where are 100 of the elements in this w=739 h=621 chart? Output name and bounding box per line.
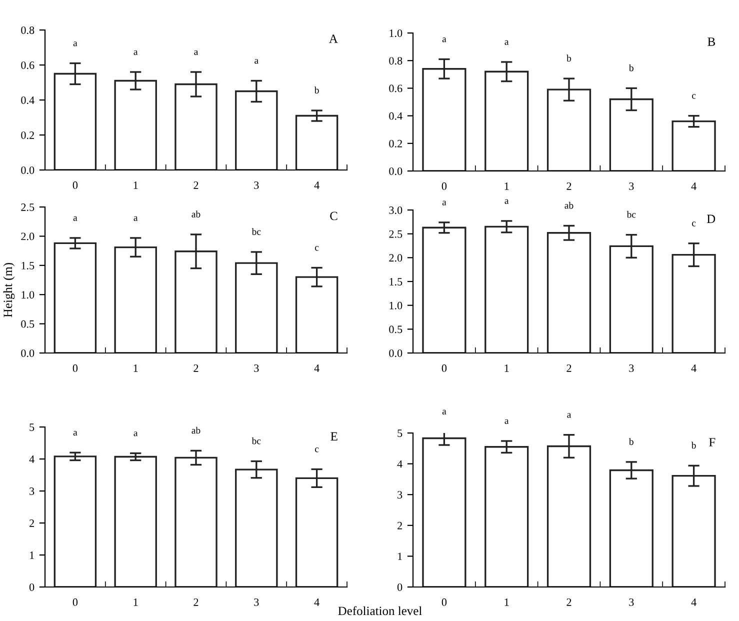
chart-title: E — [330, 432, 338, 440]
text: a — [567, 413, 572, 418]
annotation: a — [134, 50, 138, 55]
annotation: a — [73, 430, 78, 436]
y-tick-label: 0.8 — [21, 26, 34, 34]
x-tick-label: 1 — [134, 364, 138, 372]
bar — [114, 456, 157, 587]
x-tick-label: 1 — [504, 182, 509, 190]
x-tick-label: 4 — [314, 364, 320, 372]
annotation: b — [314, 86, 319, 94]
x-tick-label: 3 — [629, 364, 634, 372]
x-axis-title: Defoliation level — [338, 606, 422, 616]
y-tick-label: 3.0 — [389, 206, 402, 214]
y-tick-label: 0 — [29, 583, 34, 591]
y-tick-label: 1.5 — [22, 262, 34, 270]
annotation: c — [692, 94, 696, 99]
annotation: a — [73, 42, 78, 46]
annotation: ab — [192, 426, 200, 434]
y-tick-label: 0.2 — [389, 140, 402, 148]
x-tick-label: 1 — [134, 181, 138, 189]
y-tick-label: 2.5 — [21, 203, 34, 212]
x-tick-label: 2 — [566, 598, 572, 606]
x-tick-label: 3 — [254, 181, 259, 189]
annotation: bc — [252, 437, 261, 444]
annotation: a — [442, 38, 446, 42]
y-tick-label: 0.2 — [21, 131, 34, 140]
y-axis-title: Height (m) — [3, 262, 15, 318]
text: a — [442, 200, 446, 206]
y-tick-label: 0 — [397, 583, 402, 591]
chart-title: D — [706, 214, 716, 223]
x-tick-label: 0 — [72, 598, 78, 606]
annotation: a — [504, 40, 509, 45]
y-tick-label: 0.5 — [21, 320, 34, 328]
annotation: c — [315, 448, 319, 452]
annotation: a — [254, 59, 258, 64]
y-tick-label: 2 — [398, 522, 402, 530]
annotation: c — [315, 246, 319, 251]
y-tick-label: 4 — [397, 460, 402, 468]
y-tick-label: 2.5 — [389, 230, 402, 238]
x-tick-label: 2 — [194, 181, 198, 189]
y-tick-label: 3 — [30, 487, 34, 495]
x-tick-label: 0 — [442, 182, 447, 190]
x-tick-label: 3 — [254, 364, 259, 372]
annotation: b — [628, 438, 634, 445]
y-tick-label: 0.0 — [21, 349, 34, 358]
annotation: b — [628, 64, 634, 72]
text: a — [504, 199, 509, 204]
bar — [295, 114, 338, 170]
x-tick-label: 2 — [566, 182, 572, 190]
x-tick-label: 3 — [629, 182, 634, 190]
chart-title: F — [709, 438, 716, 446]
y-tick-label: 5 — [30, 424, 34, 431]
annotation: ab — [192, 210, 200, 218]
y-tick-label: 1 — [30, 552, 34, 559]
chart-title: A — [329, 34, 338, 43]
x-tick-label: 0 — [442, 598, 447, 606]
text: a — [442, 410, 446, 414]
y-tick-label: 0.8 — [389, 57, 402, 65]
y-tick-label: 2 — [30, 519, 34, 527]
annotation: a — [194, 50, 198, 55]
y-tick-label: 5 — [398, 430, 402, 437]
y-tick-label: 0.0 — [389, 167, 402, 176]
annotation: bc — [626, 210, 636, 218]
y-tick-label: 1.5 — [390, 278, 402, 286]
bar — [484, 226, 529, 353]
y-tick-label: 4 — [29, 456, 34, 463]
chart-title: C — [330, 212, 338, 220]
text: a — [504, 419, 509, 424]
x-tick-label: 2 — [566, 364, 572, 372]
annotation: a — [134, 216, 138, 221]
annotation: b — [566, 54, 572, 62]
y-tick-label: 0.4 — [21, 96, 34, 104]
y-tick-label: 2.0 — [21, 232, 34, 240]
bar — [672, 120, 716, 171]
y-tick-label: 0.0 — [21, 166, 34, 174]
x-tick-label: 4 — [314, 182, 320, 189]
x-tick-label: 4 — [691, 598, 696, 606]
x-tick-label: 0 — [442, 364, 447, 372]
bar — [484, 446, 529, 587]
bar — [54, 456, 97, 587]
y-tick-label: 3 — [398, 491, 402, 499]
y-tick-label: 0.5 — [389, 326, 402, 334]
x-tick-label: 3 — [629, 598, 634, 606]
x-tick-label: 3 — [254, 598, 259, 606]
y-tick-label: 2.0 — [389, 254, 402, 262]
y-tick-label: 0.6 — [21, 61, 34, 70]
x-tick-label: 0 — [72, 364, 78, 372]
y-tick-label: 1.0 — [390, 29, 402, 38]
y-tick-label: 0.0 — [389, 349, 402, 358]
y-tick-label: 1.0 — [22, 291, 34, 299]
x-tick-label: 1 — [134, 598, 138, 606]
annotation: c — [692, 222, 696, 226]
y-tick-label: 0.4 — [389, 112, 402, 120]
x-tick-label: 1 — [504, 364, 509, 372]
x-tick-label: 2 — [194, 598, 198, 606]
y-tick-label: 1 — [398, 552, 402, 560]
x-tick-label: 4 — [691, 182, 696, 190]
bar — [422, 226, 466, 353]
x-tick-label: 0 — [72, 181, 78, 189]
chart-title: B — [708, 38, 716, 46]
